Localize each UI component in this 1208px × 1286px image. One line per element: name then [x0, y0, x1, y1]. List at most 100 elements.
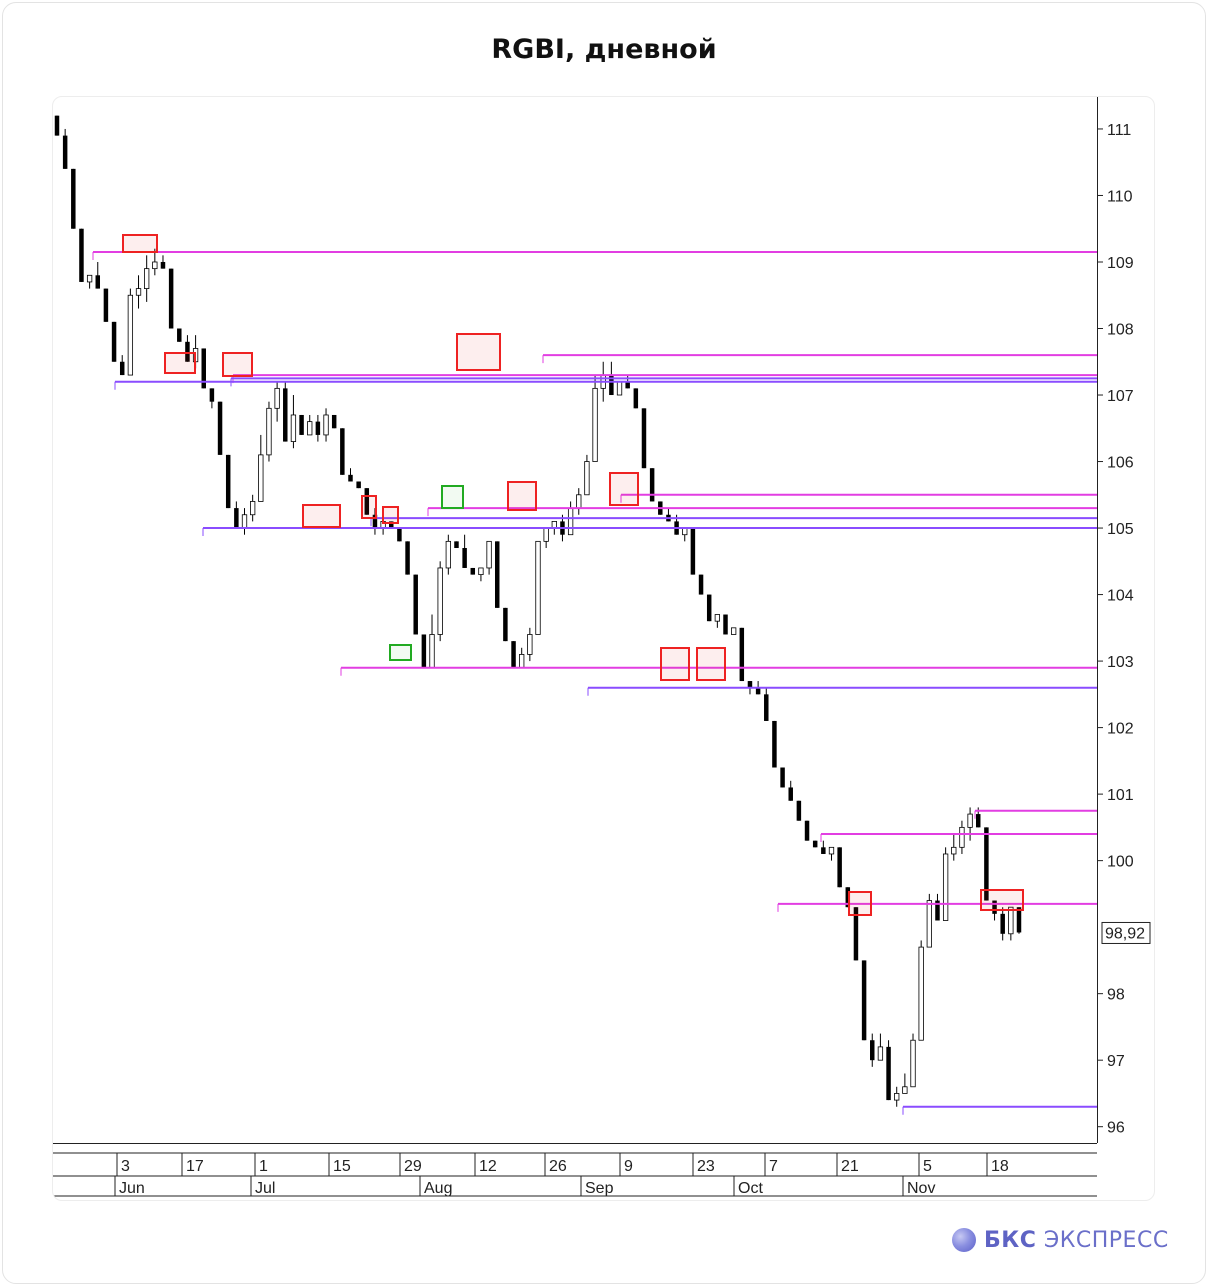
candle-body	[567, 507, 574, 536]
candle-body	[698, 574, 704, 595]
candle-body	[437, 567, 443, 635]
candle-body	[902, 1086, 908, 1094]
highlight-box	[980, 889, 1024, 911]
candle-body	[918, 946, 924, 1041]
candle-body	[323, 414, 329, 436]
candle-body	[543, 527, 549, 542]
candle-body	[234, 508, 239, 529]
candle-body	[861, 960, 867, 1041]
candle-body	[201, 348, 206, 389]
candle-body	[209, 388, 215, 402]
y-tick-label: 108	[1107, 322, 1134, 339]
candle-body	[307, 421, 313, 436]
highlight-box	[441, 485, 464, 509]
x-day-label: 9	[624, 1158, 633, 1175]
x-day-label: 21	[841, 1158, 859, 1175]
candle-body	[283, 388, 288, 442]
candle-body	[478, 567, 484, 576]
brand-logo-icon	[952, 1228, 976, 1252]
x-day-label: 3	[121, 1158, 130, 1175]
candle-body	[111, 321, 117, 362]
highlight-box	[382, 506, 399, 524]
candle-body	[103, 288, 109, 322]
candle-body	[788, 787, 793, 801]
x-day-label: 26	[549, 1158, 567, 1175]
highlight-box	[164, 352, 196, 374]
candle-body	[356, 481, 361, 489]
candle-body	[315, 421, 321, 435]
y-tick-label: 96	[1107, 1120, 1125, 1137]
x-month-label: Oct	[738, 1180, 763, 1197]
candle-body	[609, 375, 614, 396]
candle-body	[127, 294, 134, 376]
candle-body	[755, 687, 761, 695]
candle-body	[503, 607, 508, 642]
candle-body	[764, 694, 769, 721]
highlight-box	[222, 352, 253, 377]
highlight-box	[848, 891, 872, 916]
brand: БКС ЭКСПРЕСС	[952, 1225, 1169, 1255]
candle-body	[576, 494, 582, 509]
chart-frame: 111 110 109 108 107 106 105 104 103 102 101 100 98 97…	[52, 96, 1155, 1201]
y-tick-label: 109	[1107, 255, 1134, 272]
candle-body	[1008, 906, 1014, 935]
candle-body	[821, 847, 826, 854]
candle-body	[274, 387, 280, 409]
candle-body	[942, 853, 949, 921]
candle-body	[462, 548, 467, 568]
candle-body	[747, 681, 753, 688]
highlight-box	[609, 472, 639, 506]
candle-body	[86, 274, 93, 283]
candle-body	[299, 414, 304, 435]
candle-body	[935, 900, 940, 921]
candle-body	[772, 720, 777, 768]
brand-regular: ЭКСПРЕСС	[1043, 1227, 1169, 1253]
x-day-label: 1	[259, 1158, 268, 1175]
candle-body	[445, 540, 451, 569]
highlight-box	[456, 333, 501, 371]
candle-body	[739, 627, 745, 682]
candle-body	[348, 474, 353, 482]
candle-body	[780, 767, 785, 788]
candle-body	[926, 900, 932, 948]
candle-body	[331, 414, 337, 429]
candle-body	[641, 408, 647, 469]
last-price-label: 98,92	[1105, 925, 1145, 942]
candle-body	[250, 501, 256, 516]
candle-body	[71, 168, 76, 229]
x-month-label: Jun	[119, 1180, 145, 1197]
candle-body	[731, 627, 737, 635]
candle-body	[812, 840, 818, 848]
y-tick-label: 106	[1107, 455, 1134, 472]
candle-body	[870, 1040, 875, 1061]
x-day-label: 15	[333, 1158, 351, 1175]
candle-body	[1000, 913, 1005, 934]
y-tick-label: 102	[1107, 721, 1134, 738]
candle-body	[144, 268, 150, 289]
candle-body	[429, 634, 435, 669]
highlight-box	[122, 234, 158, 253]
x-day-label: 5	[923, 1158, 932, 1175]
candle-body	[894, 1093, 900, 1101]
candle-body	[225, 454, 231, 509]
candle-body	[853, 907, 859, 961]
y-tick-label: 100	[1107, 854, 1134, 871]
candle-body	[185, 341, 190, 362]
y-tick-label: 97	[1107, 1053, 1125, 1070]
candle-body	[160, 261, 166, 269]
candle-body	[519, 654, 525, 669]
y-tick-label: 98	[1107, 987, 1125, 1004]
candle-body	[372, 514, 378, 529]
candle-body	[592, 387, 598, 462]
candle-body	[241, 514, 248, 529]
candle-body	[886, 1046, 891, 1101]
candle-body	[723, 614, 728, 635]
candle-body	[649, 468, 655, 502]
highlight-box	[696, 647, 726, 681]
candle-body	[486, 540, 492, 569]
candle-body	[796, 800, 802, 821]
x-month-label: Sep	[585, 1180, 614, 1197]
candle-body	[79, 228, 84, 282]
candle-body	[494, 541, 500, 608]
y-tick-label: 104	[1107, 588, 1134, 605]
